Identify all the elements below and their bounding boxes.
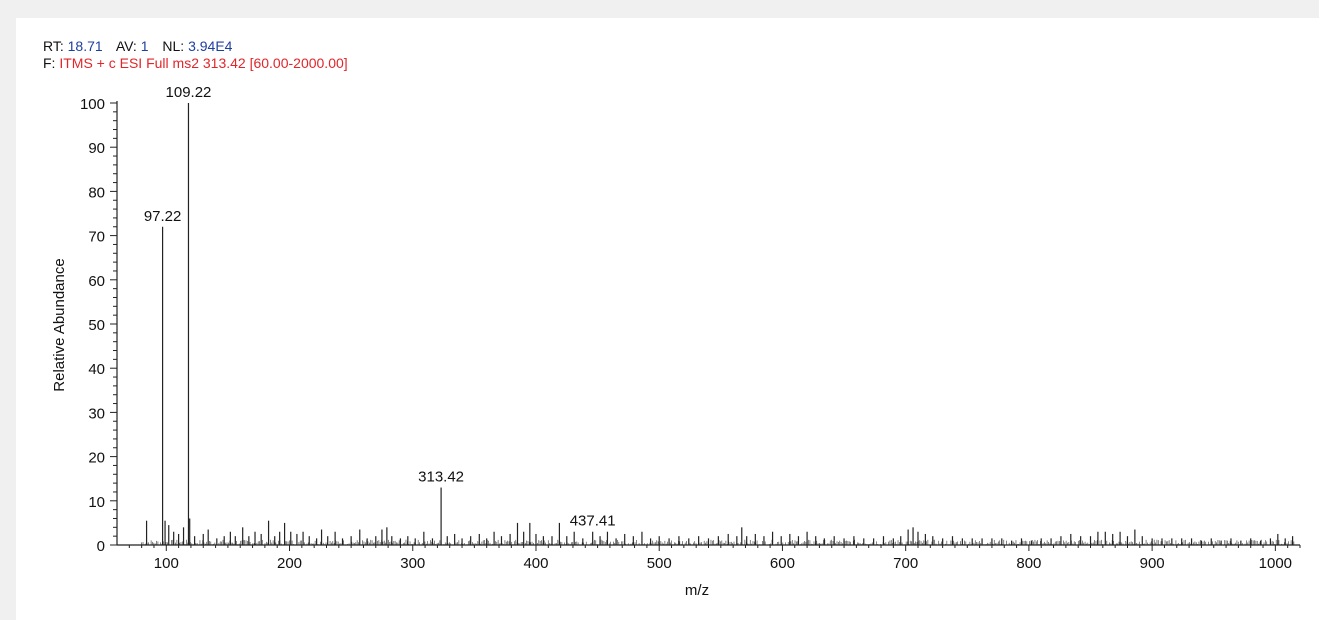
peak-label: 109.22	[166, 84, 212, 101]
y-tick-label: 30	[88, 405, 105, 422]
x-tick-label: 300	[400, 555, 425, 572]
y-tick-label: 0	[97, 538, 105, 555]
peak-label: 313.42	[418, 469, 464, 486]
x-tick-label: 400	[523, 555, 548, 572]
y-tick-label: 20	[88, 450, 105, 467]
x-tick-label: 700	[893, 555, 918, 572]
y-axis-label: Relative Abundance	[51, 258, 68, 391]
y-tick-label: 70	[88, 229, 105, 246]
x-tick-label: 1000	[1259, 555, 1292, 572]
rt-label: RT:	[43, 38, 64, 54]
y-tick-label: 90	[88, 140, 105, 157]
x-tick-label: 800	[1016, 555, 1041, 572]
x-tick-label: 600	[770, 555, 795, 572]
nl-label: NL:	[162, 38, 185, 54]
scan-info-line: RT: 18.71 AV: 1 NL: 3.94E4	[43, 38, 348, 55]
av-value: 1	[140, 38, 149, 54]
filter-line: F: ITMS + c ESI Full ms2 313.42 [60.00-2…	[43, 55, 348, 72]
filter-label: F:	[43, 55, 56, 71]
rt-value: 18.71	[67, 38, 103, 54]
x-tick-label: 200	[277, 555, 302, 572]
filter-value: ITMS + c ESI Full ms2 313.42 [60.00-2000…	[59, 55, 348, 71]
peak-label: 437.41	[570, 513, 616, 530]
peak-labels: 109.22 97.22 313.42 437.41	[144, 84, 616, 530]
y-tick-label: 50	[88, 317, 105, 334]
x-tick-label: 100	[154, 555, 179, 572]
y-tick-label: 80	[88, 184, 105, 201]
spectrum-peaks	[141, 103, 1295, 545]
peak-label: 97.22	[144, 208, 182, 225]
y-tick-label: 60	[88, 273, 105, 290]
av-label: AV:	[115, 38, 137, 54]
x-axis-label: m/z	[685, 582, 709, 599]
x-tick-label: 500	[647, 555, 672, 572]
y-tick-label: 40	[88, 361, 105, 378]
y-tick-label: 10	[88, 494, 105, 511]
scan-header: RT: 18.71 AV: 1 NL: 3.94E4 F: ITMS + c E…	[43, 38, 348, 72]
y-tick-label: 100	[80, 96, 105, 113]
axes: 0 10 20 30 40 50 60 70 80 90 100 100 200 300 400 500 600…	[80, 96, 1301, 572]
chart-panel	[16, 18, 1319, 620]
nl-value: 3.94E4	[188, 38, 233, 54]
x-tick-label: 900	[1140, 555, 1165, 572]
